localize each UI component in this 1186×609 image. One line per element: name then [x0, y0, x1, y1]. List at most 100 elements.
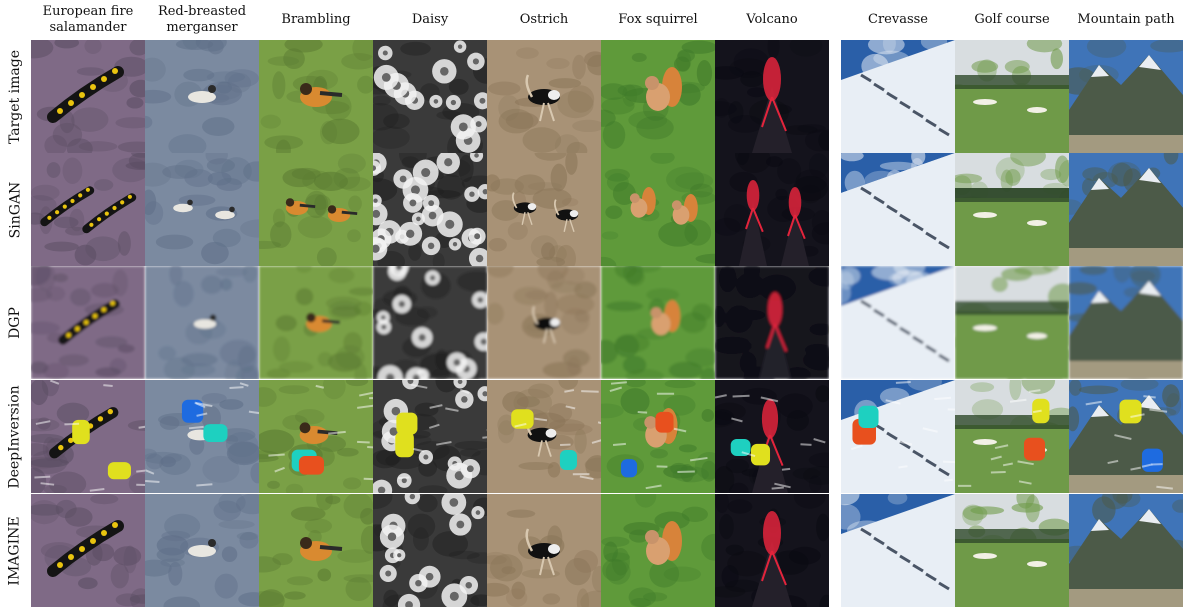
bird-image: [259, 266, 373, 379]
daisy-image: [373, 380, 487, 493]
row-label: IMAGINE: [0, 494, 30, 607]
image-cell: [841, 153, 955, 266]
image-cell: [955, 153, 1069, 266]
column-label: Ostrich: [519, 12, 569, 27]
image-cell: [487, 153, 601, 266]
crevasse-image: [841, 266, 955, 379]
daisy-image: [373, 494, 487, 607]
duck-image: [145, 266, 259, 379]
image-cell: [145, 266, 259, 379]
golf-image: [955, 380, 1069, 493]
ostrich-image: [487, 494, 601, 607]
image-cell: [145, 40, 259, 153]
salamander-image: [31, 380, 145, 493]
image-cell: [31, 380, 145, 493]
image-cell: [259, 494, 373, 607]
daisy-image: [373, 153, 487, 266]
column-label: European fire salamander: [42, 4, 134, 35]
image-cell: [715, 40, 829, 153]
duck-image: [145, 494, 259, 607]
column-label: Crevasse: [868, 12, 928, 27]
squirrel-image: [601, 380, 715, 493]
squirrel-image: [601, 40, 715, 153]
golf-image: [955, 153, 1069, 266]
image-cell: [259, 266, 373, 379]
column-label: Red-breasted merganser: [157, 4, 247, 35]
image-cell: [1069, 494, 1183, 607]
duck-image: [145, 380, 259, 493]
row-label: SinGAN: [0, 153, 30, 266]
ostrich-image: [487, 266, 601, 379]
row-label: DGP: [0, 266, 30, 379]
image-cell: [601, 40, 715, 153]
ostrich-image: [487, 40, 601, 153]
image-cell: [955, 40, 1069, 153]
bird-image: [259, 380, 373, 493]
mountain-image: [1069, 153, 1183, 266]
golf-image: [955, 494, 1069, 607]
image-cell: [259, 40, 373, 153]
image-cell: [259, 153, 373, 266]
row-label-text: DGP: [7, 306, 24, 339]
image-cell: [955, 266, 1069, 379]
image-cell: [373, 380, 487, 493]
duck-image: [145, 153, 259, 266]
image-cell: [841, 40, 955, 153]
squirrel-image: [601, 266, 715, 379]
row-label-text: DeepInversion: [7, 384, 23, 489]
row-label-text: SinGAN: [7, 181, 24, 238]
image-cell: [1069, 266, 1183, 379]
volcano-image: [715, 40, 829, 153]
image-cell: [31, 494, 145, 607]
bird-image: [259, 494, 373, 607]
image-cell: [715, 494, 829, 607]
column-label: Volcano: [746, 12, 798, 27]
image-cell: [715, 266, 829, 379]
image-cell: [373, 266, 487, 379]
crevasse-image: [841, 40, 955, 153]
row-label-text: IMAGINE: [7, 515, 24, 586]
image-cell: [955, 494, 1069, 607]
image-cell: [1069, 380, 1183, 493]
image-cell: [31, 266, 145, 379]
salamander-image: [31, 153, 145, 266]
image-cell: [31, 153, 145, 266]
row-label-text: Target image: [7, 49, 23, 144]
mountain-image: [1069, 494, 1183, 607]
mountain-image: [1069, 40, 1183, 153]
image-cell: [487, 266, 601, 379]
image-cell: [715, 153, 829, 266]
salamander-image: [31, 40, 145, 153]
image-cell: [145, 494, 259, 607]
column-label: Mountain path: [1077, 12, 1175, 27]
image-cell: [145, 153, 259, 266]
salamander-image: [31, 494, 145, 607]
volcano-image: [715, 380, 829, 493]
image-cell: [601, 266, 715, 379]
column-label: Brambling: [281, 12, 351, 27]
image-cell: [715, 380, 829, 493]
image-cell: [1069, 153, 1183, 266]
column-label: Golf course: [974, 12, 1050, 27]
image-cell: [1069, 40, 1183, 153]
image-cell: [841, 380, 955, 493]
image-cell: [31, 40, 145, 153]
column-label: Fox squirrel: [618, 12, 698, 27]
golf-image: [955, 266, 1069, 379]
ostrich-image: [487, 380, 601, 493]
image-cell: [841, 266, 955, 379]
mountain-image: [1069, 380, 1183, 493]
column-label: Daisy: [411, 12, 449, 27]
image-cell: [487, 494, 601, 607]
image-cell: [601, 494, 715, 607]
squirrel-image: [601, 153, 715, 266]
image-cell: [373, 494, 487, 607]
duck-image: [145, 40, 259, 153]
image-cell: [487, 380, 601, 493]
daisy-image: [373, 266, 487, 379]
daisy-image: [373, 40, 487, 153]
image-cell: [487, 40, 601, 153]
image-cell: [373, 40, 487, 153]
volcano-image: [715, 153, 829, 266]
